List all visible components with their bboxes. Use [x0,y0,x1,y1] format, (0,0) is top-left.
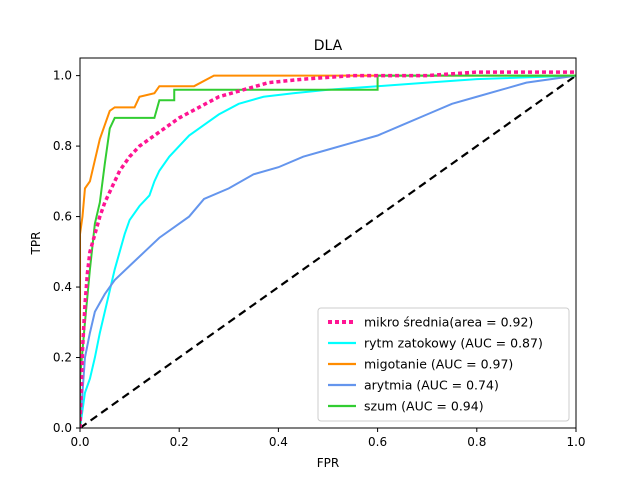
curves-layer [80,70,577,428]
x-tick-label: 0.6 [368,435,387,449]
y-tick-label: 0.2 [53,351,72,365]
x-axis-label: FPR [317,456,339,470]
legend-label-migotanie-2: migotanie (AUC = 0.97) [364,357,513,372]
ticks-layer: 0.0 0.2 0.4 0.6 0.8 1.0 0.0 0.2 0.4 0.6 0.8 1.0 [53,69,586,449]
legend-label-rytm-1: rytm zatokowy (AUC = 0.87) [364,336,543,351]
y-tick-label: 0.4 [53,280,72,294]
legend: mikro średnia(area = 0.92) rytm zatokowy … [317,307,570,422]
y-tick-label: 1.0 [53,69,72,83]
roc-curve-szum-4 [80,74,576,428]
roc-curve-rytm-1 [80,74,577,428]
roc-curve-arytmia-3 [80,74,577,428]
legend-box [317,307,570,422]
roc-curve-migotanie-2 [80,74,576,428]
x-tick-label: 1.0 [566,435,585,449]
x-tick-label: 0.2 [170,435,189,449]
legend-label-mikro-0: mikro średnia(area = 0.92) [364,315,533,330]
y-tick-label: 0.8 [53,139,72,153]
legend-label-szum-4: szum (AUC = 0.94) [364,399,484,414]
legend-label-arytmia-3: arytmia (AUC = 0.74) [364,378,499,393]
y-axis-label: TPR [29,232,43,256]
chart-title: DLA [314,38,343,54]
plot-frame [79,57,577,429]
y-tick-label: 0.0 [53,421,72,435]
x-tick-label: 0.8 [467,435,486,449]
random-baseline-line [80,74,577,428]
x-tick-label: 0.0 [70,435,89,449]
x-tick-label: 0.4 [269,435,288,449]
y-tick-label: 0.6 [53,210,72,224]
roc-curve-mikro-0 [80,70,576,428]
